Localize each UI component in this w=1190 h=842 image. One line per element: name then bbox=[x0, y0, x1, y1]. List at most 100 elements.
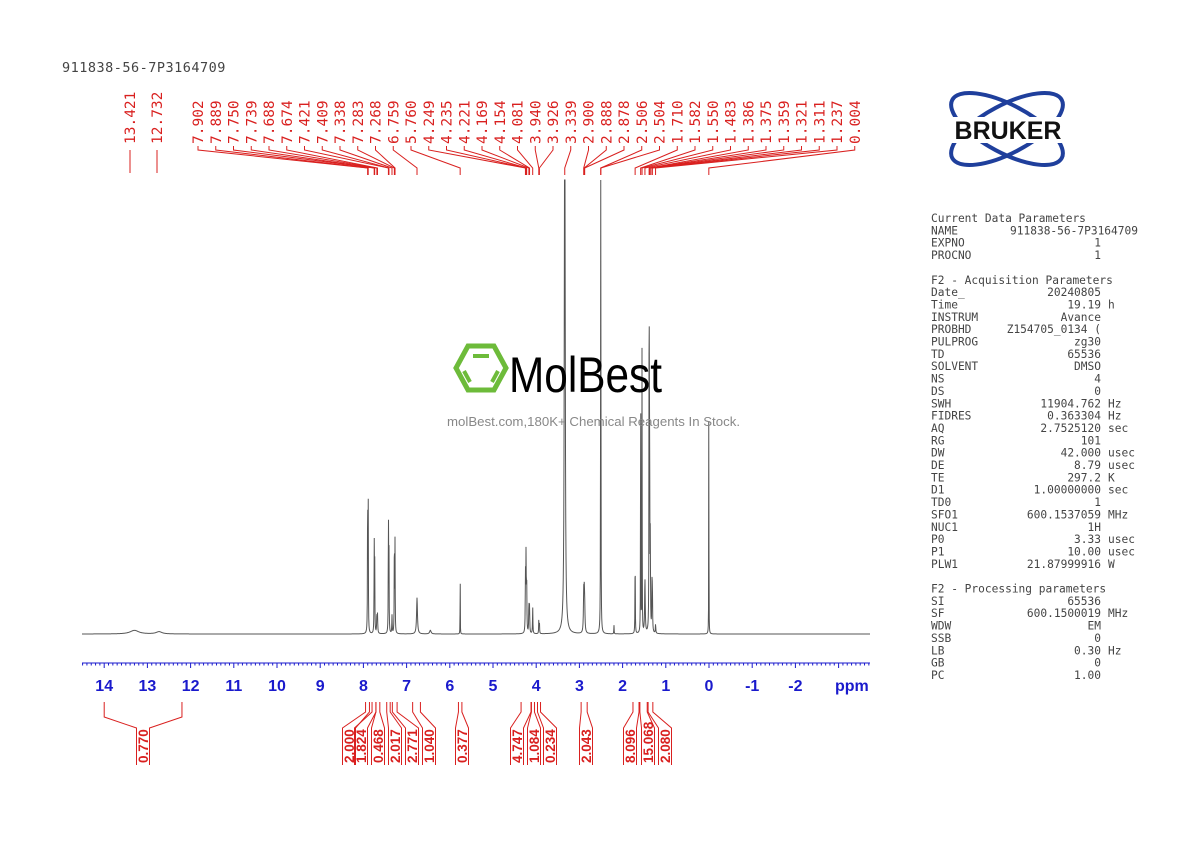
peak-label: 7.283 bbox=[351, 100, 367, 144]
integral-bracket bbox=[623, 702, 634, 765]
parameter-unit: MHz bbox=[1108, 508, 1128, 521]
peak-label: 7.688 bbox=[262, 100, 278, 144]
integral-bracket bbox=[412, 702, 423, 765]
peak-label: 1.710 bbox=[670, 100, 686, 144]
parameter-name: SFO1 bbox=[931, 508, 958, 521]
peak-leader-line bbox=[649, 146, 767, 175]
parameter-name: TD0 bbox=[931, 496, 951, 509]
peak-leader-line bbox=[584, 146, 625, 175]
parameter-value: DMSO bbox=[1074, 360, 1101, 373]
parameter-value: 0 bbox=[1094, 657, 1101, 670]
peak-label: 3.339 bbox=[564, 100, 580, 144]
parameter-name: P1 bbox=[931, 545, 944, 558]
integral-value: 0.377 bbox=[455, 729, 470, 763]
peak-leader-line bbox=[583, 146, 589, 175]
parameter-value: EM bbox=[1088, 620, 1102, 633]
integral-value: 1.040 bbox=[422, 729, 437, 763]
parameter-value: 297.2 bbox=[1067, 471, 1101, 484]
peak-label: 13.421 bbox=[123, 92, 139, 144]
integral-bracket bbox=[536, 702, 544, 765]
integral-value: 2.080 bbox=[658, 729, 673, 763]
parameter-name: PC bbox=[931, 669, 944, 682]
peak-label: 7.409 bbox=[315, 100, 331, 144]
integral-value: 15.068 bbox=[641, 721, 656, 763]
peak-leader-line bbox=[463, 146, 528, 175]
peak-label: 1.311 bbox=[812, 100, 828, 144]
parameter-name: DE bbox=[931, 459, 945, 472]
parameters-section-title: F2 - Processing parameters bbox=[931, 583, 1106, 596]
parameter-value: 8.79 bbox=[1074, 459, 1101, 472]
x-tick-label: 3 bbox=[575, 678, 584, 695]
parameters-section-title: Current Data Parameters bbox=[931, 212, 1086, 225]
parameter-name: TE bbox=[931, 471, 945, 484]
peak-leader-line bbox=[634, 146, 678, 175]
peak-label: 3.940 bbox=[528, 100, 544, 144]
parameter-name: SI bbox=[931, 595, 944, 608]
parameter-value: 600.1500019 bbox=[1027, 607, 1101, 620]
peak-label: 4.154 bbox=[493, 100, 509, 144]
parameter-name: NAME bbox=[931, 224, 958, 237]
x-axis-label: ppm bbox=[835, 678, 869, 695]
parameter-name: GB bbox=[931, 657, 945, 670]
parameter-value: 1 bbox=[1094, 237, 1101, 250]
parameter-value: 0.30 bbox=[1074, 644, 1101, 657]
integral-value: 2.017 bbox=[388, 729, 403, 763]
integral-value: 1.084 bbox=[527, 729, 542, 763]
peak-leader-line bbox=[600, 146, 660, 175]
x-tick-label: 11 bbox=[225, 678, 242, 695]
peak-label: 1.375 bbox=[759, 100, 775, 144]
parameter-name: PROBHD bbox=[931, 323, 972, 336]
peak-leader-line bbox=[428, 146, 526, 175]
integral-bracket bbox=[355, 702, 370, 765]
peak-leader-line bbox=[651, 146, 820, 175]
parameter-unit: K bbox=[1108, 471, 1115, 484]
parameter-name: NUC1 bbox=[931, 521, 958, 534]
peak-label: 1.386 bbox=[741, 100, 757, 144]
peak-leader-line bbox=[583, 146, 607, 175]
parameter-unit: usec bbox=[1108, 533, 1135, 546]
integral-value: 8.096 bbox=[623, 729, 638, 763]
watermark-tagline: molBest.com,180K+ Chemical Reagents In S… bbox=[447, 414, 740, 429]
integral-bracket bbox=[579, 702, 582, 765]
parameter-name: LB bbox=[931, 644, 945, 657]
parameter-value: 20240805 bbox=[1047, 286, 1101, 299]
peak-label: 2.504 bbox=[653, 100, 669, 144]
molbest-watermark: MolBest molBest.com,180K+ Chemical Reage… bbox=[447, 343, 740, 429]
parameter-name: D1 bbox=[931, 484, 944, 497]
integral-value: 0.234 bbox=[543, 729, 558, 763]
peak-leader-line bbox=[446, 146, 527, 175]
peak-leader-line bbox=[499, 146, 531, 175]
parameter-value: 0.363304 bbox=[1047, 410, 1101, 423]
peak-label: 7.889 bbox=[209, 100, 225, 144]
x-tick-label: 7 bbox=[402, 678, 411, 695]
peak-leader-line bbox=[534, 146, 540, 175]
peak-label: 1.321 bbox=[795, 100, 811, 144]
parameter-value: 1 bbox=[1094, 249, 1101, 262]
bruker-logo: BRUKER bbox=[925, 90, 1091, 168]
peak-leader-line bbox=[644, 146, 731, 175]
parameter-unit: W bbox=[1108, 558, 1115, 571]
peak-label: 2.506 bbox=[635, 100, 651, 144]
parameter-value: Z154705_0134 ( bbox=[1007, 323, 1101, 336]
x-tick-label: 6 bbox=[445, 678, 454, 695]
integral-value: 2.043 bbox=[579, 729, 594, 763]
peak-leader-line bbox=[708, 146, 856, 175]
parameter-name: SOLVENT bbox=[931, 360, 978, 373]
peak-label: 7.750 bbox=[227, 100, 243, 144]
integral-value: 4.747 bbox=[510, 729, 525, 763]
parameter-value: 1.00000000 bbox=[1034, 484, 1102, 497]
parameter-name: Time bbox=[931, 298, 958, 311]
parameter-value: 11904.762 bbox=[1040, 397, 1101, 410]
parameter-name: RG bbox=[931, 434, 945, 447]
peak-label: 12.732 bbox=[150, 92, 166, 144]
integral-bracket bbox=[636, 702, 640, 765]
integral-bracket bbox=[391, 702, 406, 765]
peak-leader-line bbox=[649, 146, 785, 175]
parameter-value: zg30 bbox=[1074, 336, 1101, 349]
peak-leader-line bbox=[481, 146, 530, 175]
parameter-name: DS bbox=[931, 385, 944, 398]
integral-bracket bbox=[533, 702, 541, 765]
integral-bracket bbox=[639, 702, 642, 765]
peak-label: 7.268 bbox=[369, 100, 385, 144]
peak-label: 1.483 bbox=[724, 100, 740, 144]
